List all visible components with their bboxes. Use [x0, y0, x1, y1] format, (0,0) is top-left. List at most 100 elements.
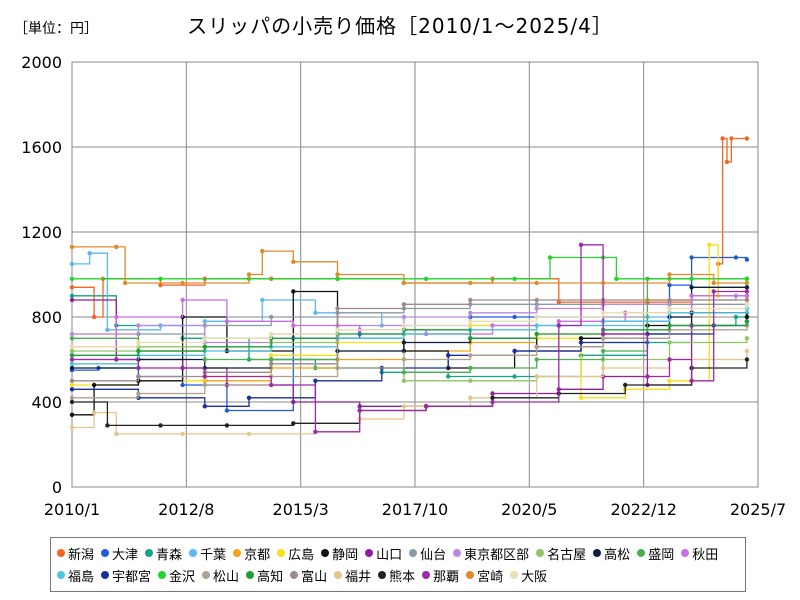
- data-point: [578, 340, 584, 345]
- data-point: [423, 276, 429, 281]
- data-point: [401, 280, 407, 286]
- data-point: [69, 261, 75, 267]
- legend-label: 宮崎: [477, 569, 504, 585]
- x-tick-label: 2015/3: [273, 500, 329, 519]
- data-point: [707, 242, 712, 247]
- data-point: [91, 410, 97, 415]
- data-point: [600, 331, 606, 337]
- data-point: [724, 159, 730, 165]
- data-point: [446, 374, 451, 379]
- legend-item: 福島: [57, 564, 94, 586]
- data-point: [720, 136, 725, 141]
- legend-item: 新潟: [57, 542, 94, 564]
- legend-item: 大阪: [510, 564, 547, 586]
- legend-item: 熊本: [378, 564, 415, 586]
- legend-item: 秋田: [681, 542, 718, 564]
- data-point: [689, 255, 694, 260]
- legend-marker: [593, 549, 602, 557]
- data-point: [534, 331, 539, 337]
- data-point: [260, 297, 265, 303]
- series-line-宮崎: [72, 246, 747, 284]
- legend-marker: [681, 549, 690, 557]
- data-point: [689, 293, 694, 298]
- data-point: [401, 323, 407, 328]
- data-point: [744, 348, 750, 354]
- data-point: [733, 255, 739, 260]
- data-point: [468, 319, 473, 324]
- data-point: [180, 431, 185, 437]
- legend-label: 静岡: [332, 547, 359, 563]
- data-point: [744, 276, 750, 281]
- data-point: [667, 357, 672, 362]
- data-point: [202, 404, 207, 409]
- legend-marker: [321, 549, 330, 557]
- legend-marker: [466, 571, 475, 579]
- data-point: [87, 251, 92, 256]
- chart-legend: 新潟 大津 青森 千葉 京都 広島 静岡 山口 仙台 東京都区部 名古屋 高松 盛岡 秋田 福島 宇都宮 金沢 松…: [50, 537, 746, 592]
- legend-label: 広島: [288, 547, 315, 563]
- legend-item: 千葉: [189, 542, 226, 564]
- data-point: [711, 289, 716, 294]
- data-point: [623, 382, 628, 388]
- legend-label: 仙台: [420, 547, 447, 563]
- legend-item: 名古屋: [536, 542, 586, 564]
- data-point: [69, 412, 75, 417]
- data-point: [744, 336, 750, 341]
- data-point: [534, 344, 539, 349]
- data-point: [69, 365, 75, 371]
- y-tick-label: 400: [31, 393, 62, 412]
- x-tick-label: 2010/1: [44, 500, 100, 519]
- data-point: [744, 302, 750, 307]
- data-point: [136, 391, 141, 396]
- data-point: [105, 327, 110, 332]
- legend-marker: [637, 549, 646, 557]
- data-point: [114, 244, 119, 250]
- data-point: [744, 257, 750, 262]
- data-point: [744, 293, 750, 298]
- legend-item: 那覇: [422, 564, 459, 586]
- legend-item: 静岡: [321, 542, 358, 564]
- data-point: [224, 423, 230, 428]
- data-point: [423, 404, 429, 409]
- data-point: [600, 280, 606, 286]
- data-point: [744, 314, 750, 320]
- data-point: [313, 378, 318, 383]
- data-point: [401, 302, 407, 307]
- data-point: [122, 280, 128, 286]
- data-point: [269, 314, 274, 320]
- data-point: [512, 374, 517, 379]
- data-point: [468, 365, 473, 371]
- data-point: [744, 319, 750, 324]
- data-point: [401, 340, 407, 345]
- data-point: [158, 423, 163, 428]
- data-point: [260, 248, 265, 254]
- data-point: [401, 357, 407, 362]
- data-point: [534, 297, 539, 303]
- data-point: [600, 365, 606, 371]
- data-point: [744, 285, 750, 290]
- data-point: [291, 323, 296, 328]
- legend-marker: [378, 571, 387, 579]
- legend-label: 福島: [68, 569, 95, 585]
- data-point: [446, 353, 451, 358]
- data-point: [224, 408, 230, 413]
- data-point: [744, 357, 750, 362]
- data-point: [158, 276, 163, 281]
- unit-label: ［単位：円］: [14, 21, 98, 37]
- legend-label: 秋田: [692, 547, 719, 563]
- data-point: [291, 399, 296, 405]
- data-point: [490, 391, 495, 396]
- data-point: [269, 361, 274, 366]
- legend-label: 高松: [604, 547, 631, 563]
- data-point: [69, 348, 75, 354]
- legend-item: 大津: [101, 542, 138, 564]
- data-point: [202, 374, 207, 379]
- legend-label: 名古屋: [547, 547, 587, 563]
- data-point: [69, 353, 75, 358]
- y-tick-label: 1200: [21, 223, 62, 242]
- data-point: [136, 374, 141, 379]
- data-point: [136, 323, 141, 328]
- data-point: [578, 242, 584, 247]
- legend-label: 山口: [376, 547, 403, 563]
- data-point: [69, 361, 75, 366]
